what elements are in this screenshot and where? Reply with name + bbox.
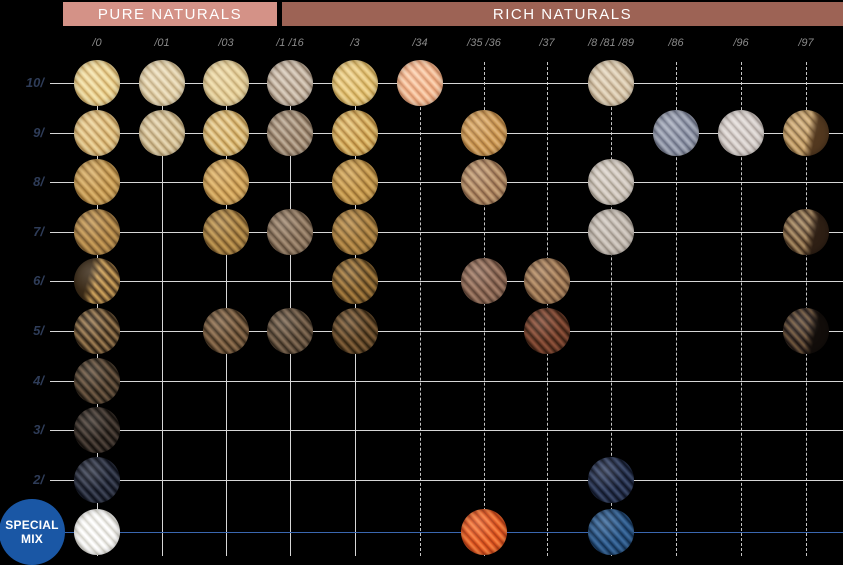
column-line <box>420 62 421 556</box>
hair-swatch[interactable] <box>203 60 249 106</box>
hair-swatch[interactable] <box>588 159 634 205</box>
hair-swatch[interactable] <box>139 60 185 106</box>
hair-swatch[interactable] <box>332 258 378 304</box>
column-header: /3 <box>350 37 360 49</box>
column-line <box>162 62 163 556</box>
column-header: /0 <box>92 37 102 49</box>
column-line <box>484 62 485 556</box>
row-header: 9/ <box>33 125 44 140</box>
hair-swatch[interactable] <box>74 358 120 404</box>
row-header: 10/ <box>25 75 44 90</box>
hair-swatch[interactable] <box>783 110 829 156</box>
hair-swatch[interactable] <box>267 308 313 354</box>
column-header: /97 <box>798 37 814 49</box>
row-line <box>50 83 843 84</box>
hair-swatch[interactable] <box>203 159 249 205</box>
hair-swatch[interactable] <box>783 209 829 255</box>
column-line <box>611 62 612 556</box>
row-line <box>50 381 843 382</box>
hair-swatch[interactable] <box>332 60 378 106</box>
hair-swatch[interactable] <box>588 457 634 503</box>
row-header: 5/ <box>33 323 44 338</box>
hair-swatch[interactable] <box>203 308 249 354</box>
hair-swatch[interactable] <box>461 509 507 555</box>
hair-swatch[interactable] <box>653 110 699 156</box>
hair-swatch[interactable] <box>461 159 507 205</box>
row-line <box>50 331 843 332</box>
hair-swatch[interactable] <box>332 110 378 156</box>
row-line <box>50 182 843 183</box>
hair-swatch[interactable] <box>203 209 249 255</box>
row-line <box>50 281 843 282</box>
hair-swatch[interactable] <box>332 159 378 205</box>
pure-naturals-label: PURE NATURALS <box>97 5 243 23</box>
hair-swatch[interactable] <box>74 407 120 453</box>
hair-swatch[interactable] <box>783 308 829 354</box>
row-header: 3/ <box>33 422 44 437</box>
row-header: 8/ <box>33 174 44 189</box>
column-header: /35 /36 <box>467 37 501 49</box>
special-mix-line1: SPECIAL <box>5 517 59 532</box>
hair-swatch[interactable] <box>74 308 120 354</box>
row-header: 6/ <box>33 273 44 288</box>
special-mix-row-line <box>28 532 843 533</box>
column-header: /86 <box>668 37 684 49</box>
hair-swatch[interactable] <box>139 110 185 156</box>
hair-swatch[interactable] <box>74 258 120 304</box>
column-header: /8 /81 /89 <box>588 37 634 49</box>
hair-swatch[interactable] <box>461 110 507 156</box>
hair-swatch[interactable] <box>74 60 120 106</box>
rich-naturals-label: RICH NATURALS <box>492 5 633 23</box>
hair-swatch[interactable] <box>461 258 507 304</box>
hair-swatch[interactable] <box>74 457 120 503</box>
hair-swatch[interactable] <box>203 110 249 156</box>
hair-swatch[interactable] <box>74 509 120 555</box>
column-header: /34 <box>412 37 428 49</box>
hair-swatch[interactable] <box>588 60 634 106</box>
hair-swatch[interactable] <box>332 209 378 255</box>
pure-naturals-header: PURE NATURALS <box>63 2 277 26</box>
column-header: /96 <box>733 37 749 49</box>
special-mix-line2: MIX <box>21 532 43 546</box>
column-line <box>676 62 677 556</box>
row-line <box>50 430 843 431</box>
special-mix-badge[interactable]: SPECIAL MIX <box>0 499 65 565</box>
hair-swatch[interactable] <box>718 110 764 156</box>
hair-swatch[interactable] <box>74 110 120 156</box>
hair-swatch[interactable] <box>588 509 634 555</box>
row-header: 7/ <box>33 224 44 239</box>
column-header: /1 /16 <box>276 37 304 49</box>
hair-swatch[interactable] <box>74 209 120 255</box>
row-header: 2/ <box>33 472 44 487</box>
hair-swatch[interactable] <box>267 60 313 106</box>
hair-swatch[interactable] <box>267 110 313 156</box>
column-header: /01 <box>154 37 170 49</box>
hair-swatch[interactable] <box>524 258 570 304</box>
hair-swatch[interactable] <box>74 159 120 205</box>
row-line <box>50 232 843 233</box>
column-header: /03 <box>218 37 234 49</box>
row-line <box>50 480 843 481</box>
rich-naturals-header: RICH NATURALS <box>282 2 843 26</box>
column-line <box>741 62 742 556</box>
row-header: 4/ <box>33 373 44 388</box>
column-header: /37 <box>539 37 555 49</box>
hair-swatch[interactable] <box>524 308 570 354</box>
hair-swatch[interactable] <box>397 60 443 106</box>
hair-swatch[interactable] <box>588 209 634 255</box>
hair-swatch[interactable] <box>267 209 313 255</box>
hair-swatch[interactable] <box>332 308 378 354</box>
row-line <box>50 133 843 134</box>
